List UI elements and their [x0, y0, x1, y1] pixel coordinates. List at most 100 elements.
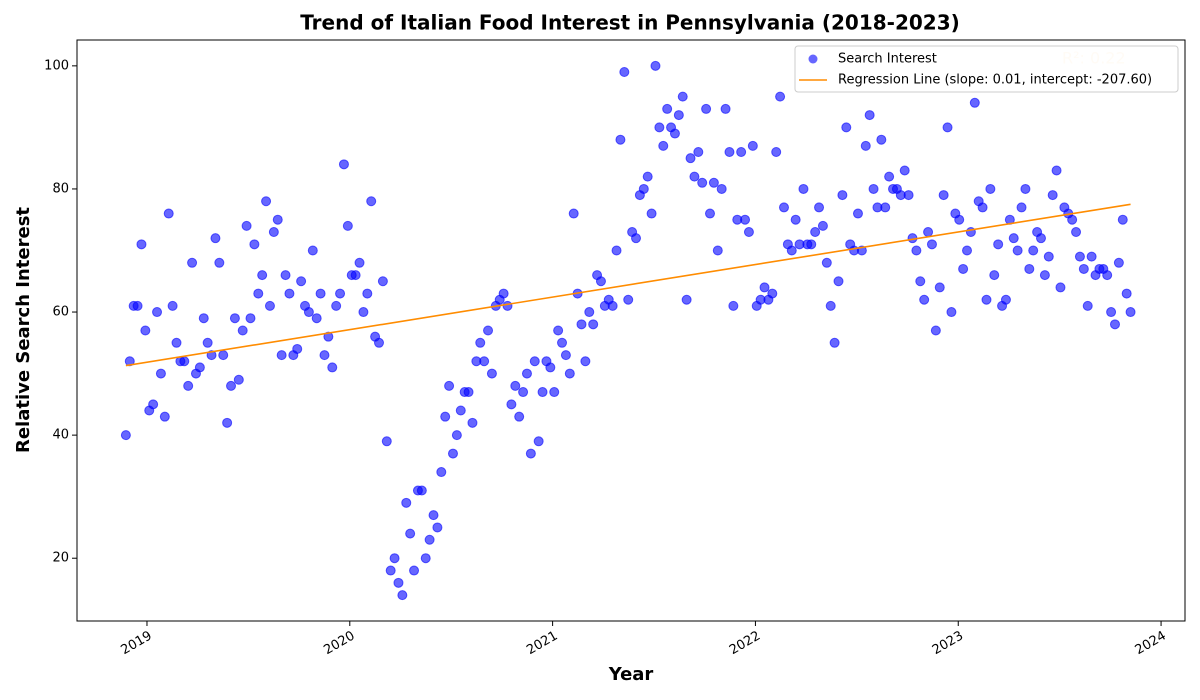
point [475, 337, 486, 348]
point [864, 110, 875, 121]
point [553, 325, 564, 336]
point [226, 380, 237, 391]
point [1113, 257, 1124, 268]
point [903, 190, 914, 201]
point [272, 214, 283, 225]
point [440, 411, 451, 422]
point [1121, 288, 1132, 299]
x-tick-label: 2023 [930, 629, 966, 659]
legend-label: Search Interest [838, 52, 937, 67]
point [335, 288, 346, 299]
point [510, 380, 521, 391]
point [514, 411, 525, 422]
point [767, 288, 778, 299]
point [923, 227, 934, 238]
point [681, 294, 692, 305]
point [245, 313, 256, 324]
point [1039, 270, 1050, 281]
point [658, 140, 669, 151]
point [159, 411, 170, 422]
point [669, 128, 680, 139]
point [810, 227, 821, 238]
point [740, 214, 751, 225]
point [202, 337, 213, 348]
point [868, 183, 879, 194]
x-axis-label: Year [608, 664, 654, 685]
x-tick-label: 2022 [727, 629, 763, 659]
point [342, 220, 353, 231]
point [743, 227, 754, 238]
regression-line [125, 203, 1131, 367]
point [954, 214, 965, 225]
point [229, 313, 240, 324]
point [366, 196, 377, 207]
point [607, 300, 618, 311]
point [198, 313, 209, 324]
point [447, 448, 458, 459]
point [720, 103, 731, 114]
y-tick-label: 80 [52, 181, 69, 196]
point [814, 202, 825, 213]
point [502, 300, 513, 311]
point [518, 387, 529, 398]
point [1000, 294, 1011, 305]
point [580, 356, 591, 367]
point [588, 319, 599, 330]
point [623, 294, 634, 305]
point [1028, 245, 1039, 256]
point [354, 257, 365, 268]
legend-label: Regression Line (slope: 0.01, intercept:… [838, 73, 1152, 88]
point [257, 270, 268, 281]
point [685, 153, 696, 164]
point [432, 522, 443, 533]
point [120, 430, 131, 441]
point [529, 356, 540, 367]
point [564, 368, 575, 379]
point [241, 220, 252, 231]
y-tick-label: 40 [52, 428, 69, 443]
point [825, 300, 836, 311]
legend-marker [808, 54, 818, 64]
point [1035, 233, 1046, 244]
point [373, 337, 384, 348]
point [444, 380, 455, 391]
point [187, 257, 198, 268]
point [479, 356, 490, 367]
point [716, 183, 727, 194]
point [1016, 202, 1027, 213]
legend-box [794, 45, 1179, 93]
point [276, 350, 287, 361]
point [264, 300, 275, 311]
point [911, 245, 922, 256]
point [568, 208, 579, 219]
point [381, 436, 392, 447]
point [237, 325, 248, 336]
point [525, 448, 536, 459]
point [416, 485, 427, 496]
point [311, 313, 322, 324]
point [533, 436, 544, 447]
point [405, 528, 416, 539]
point [140, 325, 151, 336]
point [148, 399, 159, 410]
point [451, 430, 462, 441]
point [331, 300, 342, 311]
point [1082, 300, 1093, 311]
point [155, 368, 166, 379]
point [704, 208, 715, 219]
point [611, 245, 622, 256]
point [1067, 214, 1078, 225]
point [619, 67, 630, 78]
point [218, 350, 229, 361]
point [183, 380, 194, 391]
point [919, 294, 930, 305]
point [1043, 251, 1054, 262]
point [167, 300, 178, 311]
point [981, 294, 992, 305]
point [638, 183, 649, 194]
point [358, 307, 369, 318]
point [899, 165, 910, 176]
point [817, 220, 828, 231]
point [463, 387, 474, 398]
